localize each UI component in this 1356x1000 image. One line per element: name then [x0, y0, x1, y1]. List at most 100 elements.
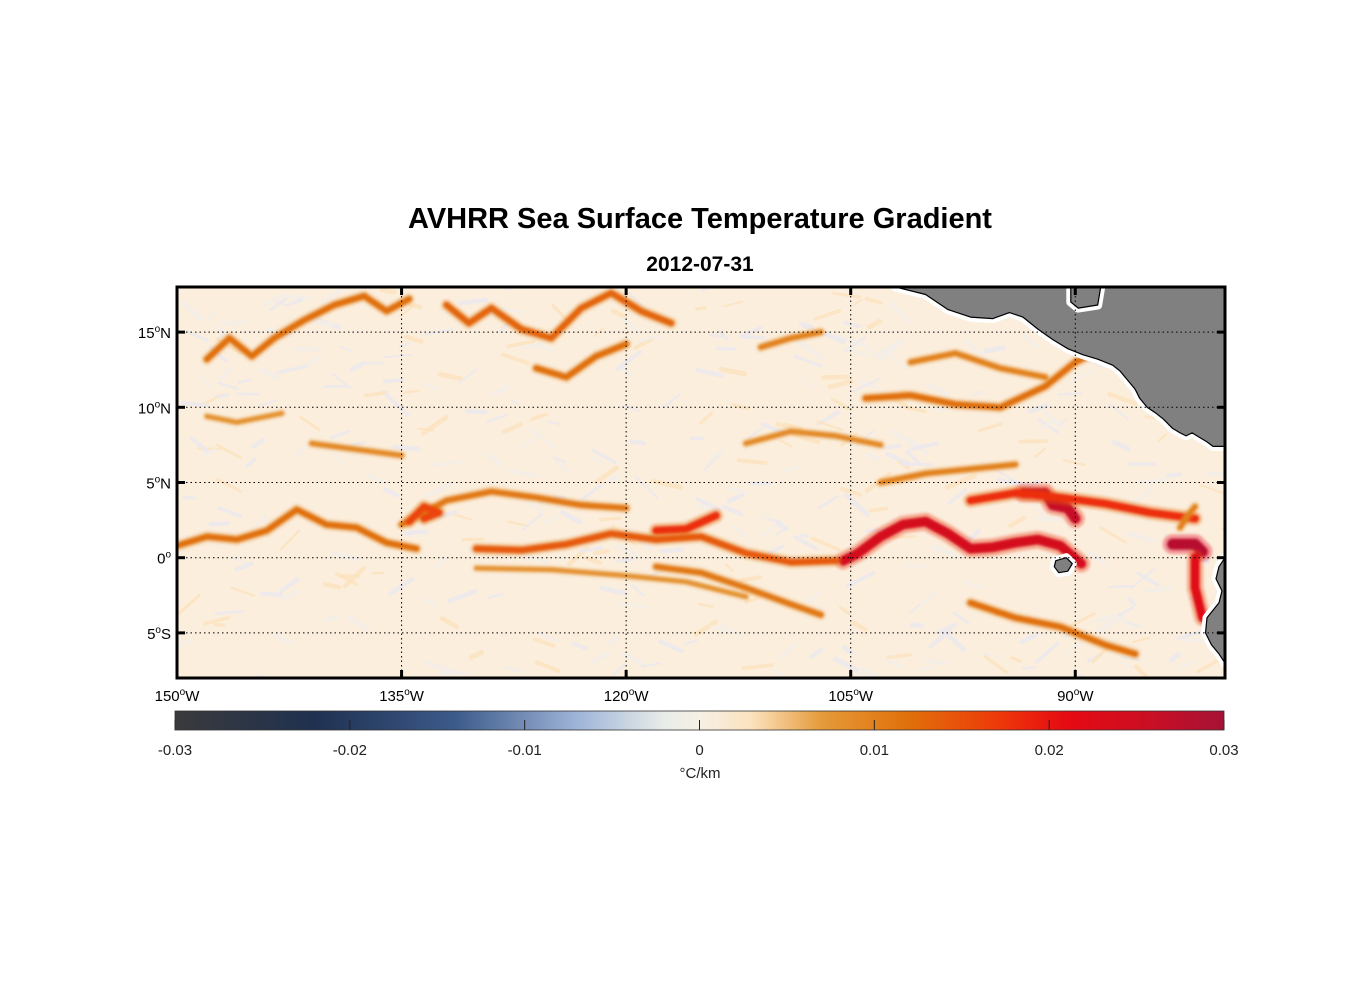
texture-streak — [661, 393, 681, 410]
texture-streak — [276, 301, 289, 307]
texture-streak — [379, 287, 397, 295]
texture-streak — [177, 594, 201, 616]
texture-streak — [189, 436, 209, 453]
texture-streak — [506, 339, 536, 349]
texture-streak — [332, 373, 353, 390]
texture-streak — [1026, 498, 1050, 521]
gradient-fronts — [177, 287, 1213, 660]
texture-streak — [560, 510, 582, 525]
texture-streak — [886, 352, 910, 372]
texture-streak — [796, 338, 824, 360]
texture-streak — [793, 354, 823, 368]
texture-streak — [571, 641, 589, 651]
texture-streak — [231, 555, 249, 566]
texture-streak — [930, 544, 957, 558]
sst-front — [838, 516, 1087, 569]
texture-streak — [684, 639, 698, 646]
texture-streak — [1069, 612, 1097, 627]
texture-streak — [1120, 655, 1141, 662]
texture-streak — [889, 302, 911, 324]
texture-streak — [741, 663, 774, 670]
texture-streak — [1069, 368, 1096, 384]
texture-streak — [798, 534, 810, 538]
texture-streak — [852, 377, 882, 393]
texture-streak — [1062, 459, 1087, 467]
texture-streak — [521, 342, 546, 349]
figure-title: AVHRR Sea Surface Temperature Gradient — [408, 203, 992, 235]
colorbar-tick-label: 0.01 — [860, 742, 889, 759]
texture-streak — [830, 397, 853, 412]
texture-streak — [1166, 472, 1183, 478]
axis-ticks — [175, 287, 1225, 678]
texture-streak — [254, 514, 268, 527]
texture-streak — [838, 605, 851, 616]
texture-streak — [177, 639, 192, 649]
texture-streak — [215, 477, 242, 493]
texture-streak — [1143, 586, 1173, 594]
texture-streak — [872, 343, 897, 358]
lon-label: 135oW — [379, 687, 425, 705]
texture-streak — [544, 515, 559, 524]
texture-streak — [383, 353, 412, 359]
texture-streak — [529, 428, 556, 449]
texture-streak — [719, 622, 743, 638]
texture-streak — [203, 615, 231, 626]
texture-streak — [616, 543, 643, 560]
texture-streak — [617, 601, 650, 610]
lon-label: 105oW — [828, 687, 874, 705]
texture-streak — [963, 580, 986, 590]
texture-streak — [726, 486, 750, 495]
texture-streak — [534, 630, 560, 643]
texture-streak — [746, 426, 765, 440]
sst-front — [967, 599, 1139, 657]
texture-streak — [1126, 596, 1137, 607]
texture-streak — [816, 410, 841, 426]
texture-streak — [276, 364, 308, 375]
texture-streak — [783, 465, 800, 473]
texture-streak — [296, 444, 308, 456]
texture-streak — [437, 670, 470, 676]
texture-streak — [533, 637, 556, 648]
texture-streak — [909, 622, 925, 628]
texture-streak — [905, 406, 927, 414]
sst-front — [203, 293, 413, 363]
texture-streak — [611, 308, 628, 320]
texture-streak — [245, 457, 257, 469]
texture-streak — [555, 462, 571, 473]
sst-front — [443, 289, 675, 342]
lat-label: 10oN — [138, 399, 171, 417]
south-america-land — [1204, 557, 1225, 664]
texture-streak — [402, 389, 420, 394]
texture-streak — [928, 628, 952, 649]
texture-streak — [908, 603, 921, 614]
texture-streak — [1008, 515, 1027, 529]
texture-streak — [946, 632, 967, 652]
texture-streak — [384, 392, 410, 417]
texture-streak — [944, 473, 977, 490]
texture-streak — [591, 651, 611, 665]
texture-streak — [823, 331, 846, 345]
texture-streak — [732, 525, 747, 537]
texture-streak — [439, 616, 459, 630]
texture-streak — [486, 452, 503, 467]
texture-streak — [1131, 636, 1150, 644]
sst-front — [1190, 553, 1208, 623]
texture-streak — [417, 427, 435, 432]
sst-front — [309, 440, 405, 458]
texture-streak — [1119, 660, 1134, 670]
texture-streak — [322, 582, 342, 590]
texture-streak — [817, 494, 840, 510]
texture-streak — [521, 552, 549, 565]
texture-streak — [864, 296, 883, 305]
graticule — [176, 287, 1225, 678]
texture-streak — [614, 350, 643, 372]
texture-streak — [606, 474, 620, 483]
texture-streak — [382, 487, 400, 498]
texture-streak — [736, 458, 768, 466]
texture-streak — [709, 333, 724, 338]
texture-streak — [185, 330, 209, 342]
texture-streak — [779, 439, 793, 448]
sst-front — [758, 329, 824, 350]
texture-streak — [507, 520, 530, 528]
